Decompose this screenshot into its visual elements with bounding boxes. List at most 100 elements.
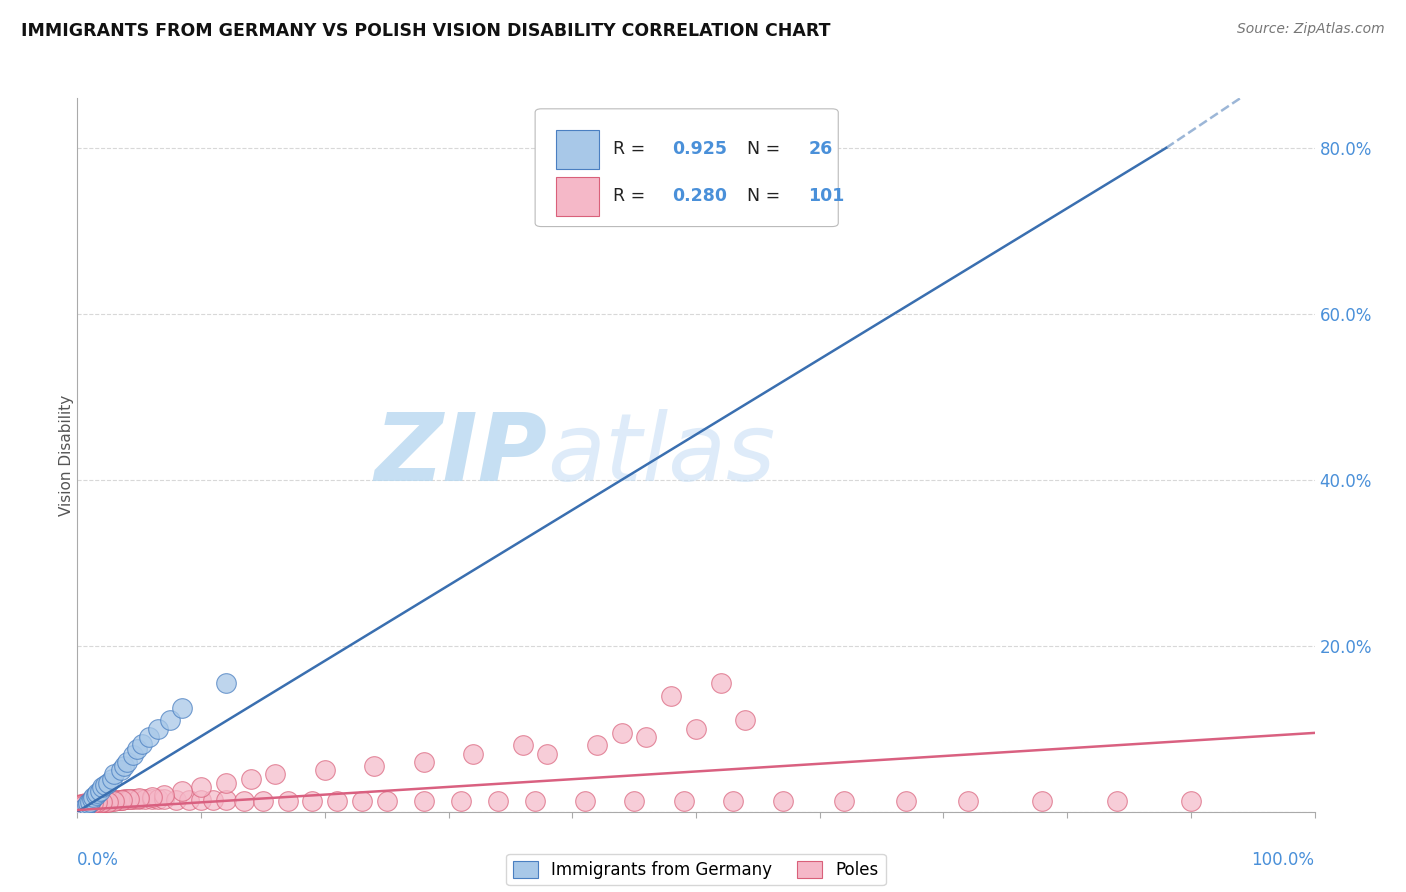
Point: [1180, 794, 1202, 808]
Point: [122, 792, 145, 806]
Point: [134, 792, 156, 806]
Point: [91, 796, 114, 810]
Point: [72, 797, 94, 812]
FancyBboxPatch shape: [557, 130, 599, 169]
Point: [105, 793, 128, 807]
Point: [70, 798, 93, 813]
Point: [87, 797, 110, 811]
Point: [70, 800, 93, 814]
Point: [957, 794, 980, 808]
Point: [82, 797, 104, 812]
Point: [76, 797, 98, 811]
Point: [450, 794, 472, 808]
Point: [623, 794, 645, 808]
Point: [125, 742, 148, 756]
Point: [412, 794, 434, 808]
Point: [103, 794, 125, 808]
Point: [98, 794, 121, 808]
Text: 0.280: 0.280: [672, 187, 727, 205]
Point: [73, 799, 96, 814]
Point: [128, 792, 150, 806]
Point: [93, 778, 115, 792]
Text: 101: 101: [808, 187, 845, 205]
Text: N =: N =: [747, 141, 780, 159]
Point: [115, 755, 138, 769]
Point: [103, 793, 125, 807]
Point: [70, 797, 93, 812]
Point: [82, 797, 104, 812]
Point: [141, 789, 163, 804]
Point: [486, 794, 509, 808]
Point: [111, 793, 134, 807]
Point: [172, 701, 194, 715]
Point: [79, 798, 101, 813]
Point: [86, 797, 108, 811]
Point: [463, 747, 485, 761]
Point: [89, 784, 111, 798]
Point: [82, 792, 104, 806]
Point: [215, 793, 238, 807]
Point: [233, 794, 256, 808]
Point: [574, 794, 596, 808]
Point: [120, 792, 142, 806]
Point: [215, 676, 238, 690]
Text: 26: 26: [808, 141, 832, 159]
Text: 100.0%: 100.0%: [1251, 851, 1315, 869]
Text: R =: R =: [613, 187, 645, 205]
Point: [277, 794, 299, 808]
Point: [89, 796, 111, 810]
Point: [69, 798, 91, 813]
Point: [79, 795, 101, 809]
Text: IMMIGRANTS FROM GERMANY VS POLISH VISION DISABILITY CORRELATION CHART: IMMIGRANTS FROM GERMANY VS POLISH VISION…: [21, 22, 831, 40]
Point: [350, 794, 373, 808]
Point: [69, 798, 91, 813]
Point: [97, 775, 120, 789]
Point: [122, 748, 145, 763]
Point: [97, 794, 120, 808]
Point: [101, 794, 124, 808]
Point: [190, 780, 212, 794]
Text: N =: N =: [747, 187, 780, 205]
Point: [264, 767, 287, 781]
Point: [896, 794, 918, 808]
Point: [138, 730, 160, 744]
Point: [76, 798, 98, 813]
Point: [84, 788, 107, 802]
Text: Source: ZipAtlas.com: Source: ZipAtlas.com: [1237, 22, 1385, 37]
Point: [112, 759, 135, 773]
Point: [103, 767, 125, 781]
Point: [1105, 794, 1128, 808]
Point: [97, 795, 120, 809]
Point: [153, 792, 176, 806]
Point: [131, 737, 153, 751]
Point: [586, 739, 609, 753]
Point: [159, 714, 181, 728]
Point: [536, 747, 558, 761]
Point: [80, 798, 103, 813]
Point: [82, 789, 104, 804]
Point: [301, 794, 323, 808]
Point: [412, 755, 434, 769]
FancyBboxPatch shape: [536, 109, 838, 227]
Point: [252, 794, 274, 808]
Point: [512, 739, 534, 753]
Point: [77, 797, 100, 811]
FancyBboxPatch shape: [557, 177, 599, 216]
Point: [747, 207, 769, 221]
Point: [326, 794, 349, 808]
Point: [72, 800, 94, 814]
Point: [177, 793, 200, 807]
Point: [610, 726, 633, 740]
Point: [91, 795, 114, 809]
Point: [190, 793, 212, 807]
Point: [772, 794, 794, 808]
Point: [172, 784, 194, 798]
Point: [94, 795, 117, 809]
Point: [77, 798, 100, 813]
Point: [685, 722, 707, 736]
Point: [672, 794, 695, 808]
Point: [84, 797, 107, 811]
Point: [72, 800, 94, 814]
Point: [75, 799, 97, 814]
Legend: Immigrants from Germany, Poles: Immigrants from Germany, Poles: [506, 854, 886, 886]
